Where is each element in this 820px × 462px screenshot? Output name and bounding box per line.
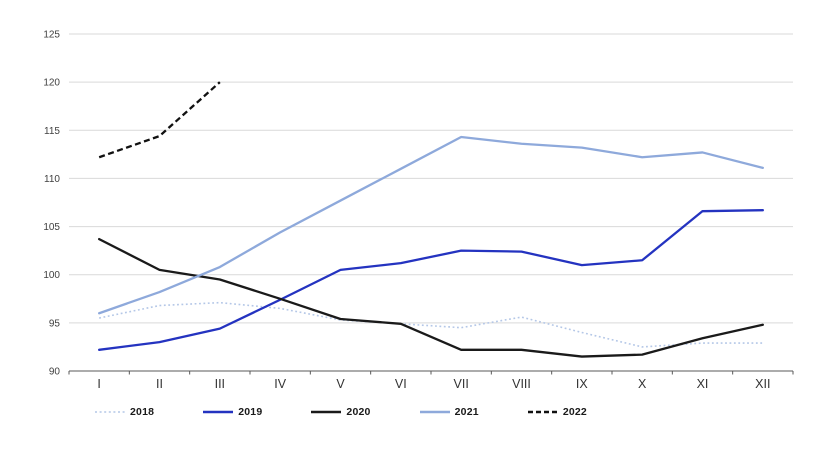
- legend-item-2020: 2020: [311, 406, 370, 418]
- y-axis-label-125: 125: [43, 30, 60, 41]
- legend-label: 2019: [238, 406, 263, 418]
- x-axis-label-IV: IV: [274, 377, 286, 391]
- legend-item-2019: 2019: [203, 406, 262, 418]
- y-axis-label-120: 120: [43, 78, 60, 89]
- x-axis-label-V: V: [336, 377, 345, 391]
- y-axis-label-115: 115: [44, 126, 60, 137]
- x-axis-label-II: II: [156, 377, 163, 391]
- legend-item-2021: 2021: [419, 406, 479, 418]
- series-line-2020: [98, 237, 764, 358]
- x-axis-label-IX: IX: [576, 377, 588, 391]
- x-axis-label-I: I: [97, 377, 100, 391]
- y-axis-label-100: 100: [43, 270, 60, 281]
- y-axis-label-95: 95: [49, 318, 61, 329]
- series-line-2018: [99, 301, 763, 348]
- legend-label: 2021: [454, 406, 479, 418]
- legend-label: 2022: [562, 406, 587, 418]
- legend-line-sample-2021: [419, 410, 450, 414]
- x-axis-label-III: III: [215, 377, 225, 391]
- y-axis-label-105: 105: [43, 222, 60, 233]
- y-axis-label-90: 90: [49, 367, 61, 378]
- legend-label: 2020: [346, 406, 371, 418]
- legend-item-2018: 2018: [95, 406, 154, 418]
- legend-label: 2018: [130, 406, 155, 418]
- legend-line-sample-2019: [203, 410, 234, 414]
- x-axis-label-XII: XII: [755, 377, 770, 391]
- x-axis-label-X: X: [638, 377, 647, 391]
- legend-line-sample-2022: [527, 410, 558, 414]
- x-axis-label-VI: VI: [395, 377, 407, 391]
- legend-line-sample-2018: [95, 411, 125, 413]
- x-axis-label-VIII: VIII: [512, 377, 531, 391]
- y-axis-label-110: 110: [44, 174, 60, 185]
- series-line-2022: [98, 81, 221, 159]
- series-line-2019: [98, 209, 764, 351]
- x-axis-label-XI: XI: [697, 377, 709, 391]
- legend-line-sample-2020: [311, 410, 342, 414]
- x-axis-label-VII: VII: [454, 377, 469, 391]
- chart-legend: 2018 2019 2020 2021 2022: [95, 406, 587, 418]
- series-line-2021: [98, 135, 764, 315]
- legend-item-2022: 2022: [527, 406, 587, 418]
